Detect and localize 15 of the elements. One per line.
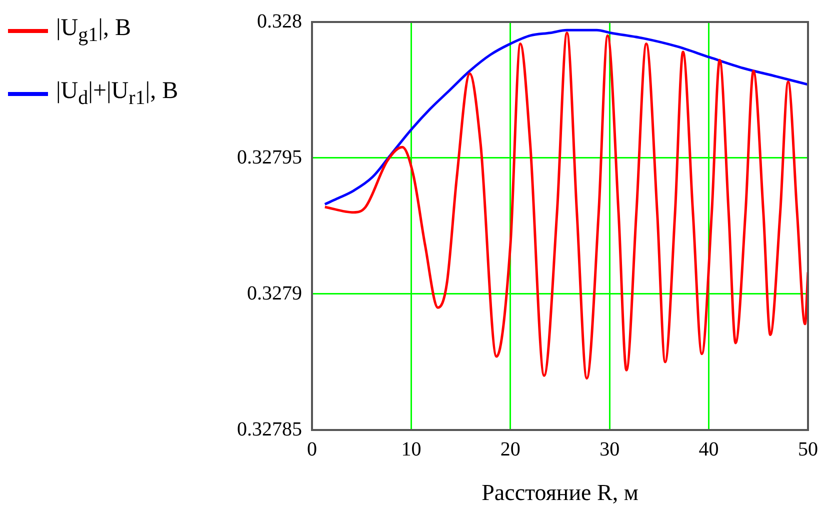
legend-label: |U$_{g1}$|, В xyxy=(56,14,131,48)
y-tick-label: 0.32795 xyxy=(237,146,302,168)
x-tick-label: 30 xyxy=(600,438,620,460)
y-tick-label: 0.328 xyxy=(257,10,302,32)
y-tick-label: 0.3279 xyxy=(247,282,302,304)
x-tick-label: 50 xyxy=(798,438,818,460)
x-tick-label: 40 xyxy=(698,438,719,460)
legend-label: |U$_{d}$|+|U$_{r1}$|, В xyxy=(56,76,178,111)
x-tick-label: 0 xyxy=(307,438,317,460)
y-tick-label: 0.32785 xyxy=(237,418,302,440)
line-series xyxy=(324,32,808,380)
x-tick-label: 20 xyxy=(500,438,520,460)
x-axis-title: Расстояние R, м xyxy=(482,480,639,506)
x-tick-label: 10 xyxy=(401,438,422,460)
line-series xyxy=(324,28,808,206)
